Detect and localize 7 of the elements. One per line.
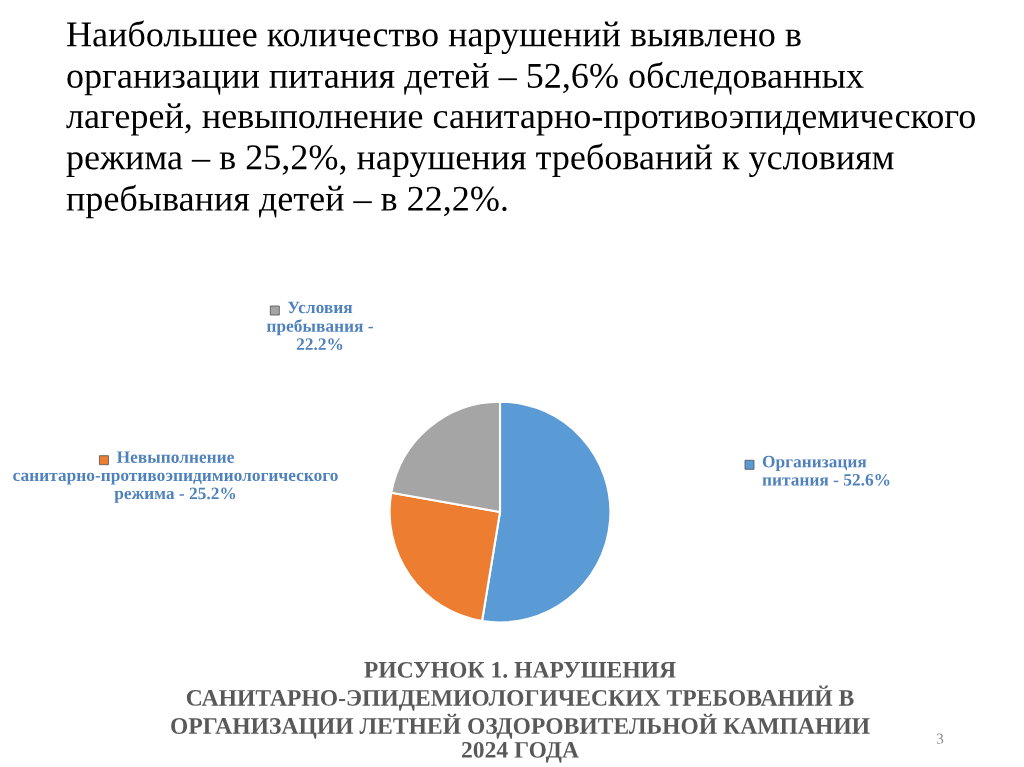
- data-label: 22.2%: [296, 338, 343, 351]
- text: 3: [936, 733, 944, 744]
- text: РИСУНОК 1. НАРУШЕНИЯ САНИТАРНО-ЭПИДЕМИОЛОГИЧЕСКИХ ТРЕБОВАНИЙ В ОРГАНИЗАЦИИ ЛЕТНЕЙ ОЗДОРОВИТЕЛЬНОЙ КАМПАНИИ 2024 ГОДА: [171, 661, 870, 763]
- legend-label: Невыполнение санитарно-противоэпидимиологического режима - 25.2%: [13, 451, 338, 503]
- text: Наибольшее количество нарушений выявлено в организации питания детей – 52,6% обследованных лагерей, невыполнение санитарно-противоэпидемического режима – в 25,2%, нарушения требований к условиям пребывания детей – в 22,2%.: [66, 20, 975, 219]
- legend-label: Условия пребывания -: [266, 301, 373, 336]
- legend-label: Организация питания - 52.6%: [762, 455, 890, 486]
